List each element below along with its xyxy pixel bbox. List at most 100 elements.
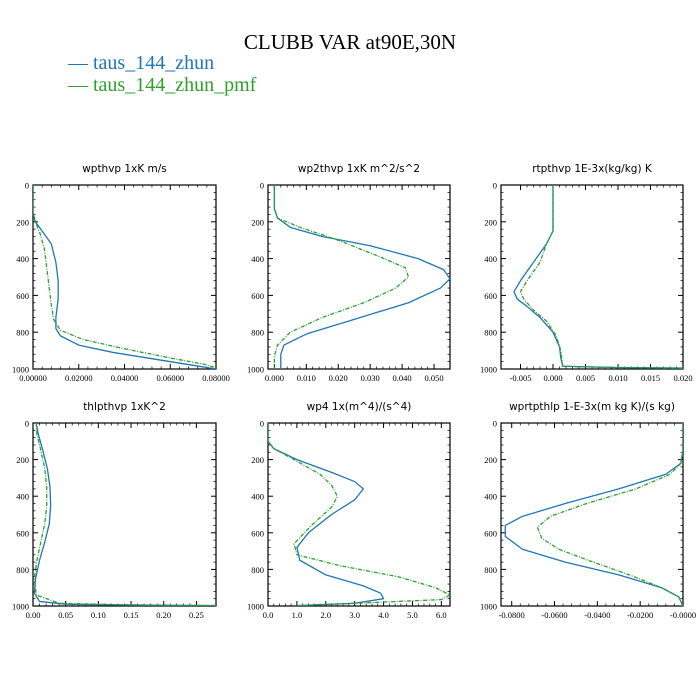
- x-tick-label: 0.00: [26, 610, 41, 620]
- y-tick-label: 400: [251, 254, 264, 264]
- panel-title: wp2thvp 1xK m^2/s^2: [298, 163, 420, 175]
- x-tick-label: 1.0: [292, 610, 303, 620]
- series-line-zhun-pmf: [536, 423, 683, 606]
- x-tick-label: -0.0600: [541, 610, 567, 620]
- page-title: CLUBB VAR at90E,30N: [243, 30, 457, 54]
- panel-title: wpthvp 1xK m/s: [82, 163, 167, 175]
- x-tick-label: -0.0400: [584, 610, 610, 620]
- legend-item-zhun-pmf: — taus_144_zhun_pmf: [68, 74, 256, 96]
- y-tick-label: 200: [16, 217, 29, 227]
- series-line-zhun: [268, 423, 385, 606]
- y-tick-label: 400: [16, 254, 29, 264]
- plot-frame: [267, 184, 451, 370]
- y-tick-label: 600: [251, 528, 264, 538]
- x-tick-label: 0.15: [124, 610, 139, 620]
- series-line-zhun: [33, 185, 216, 369]
- y-tick-label: 400: [16, 492, 29, 502]
- x-tick-label: 0.020: [329, 373, 348, 383]
- x-tick-label: 2.0: [320, 610, 331, 620]
- y-tick-label: 1000: [247, 365, 264, 375]
- plot-frame: [32, 184, 217, 370]
- x-tick-label: 0.005: [576, 373, 595, 383]
- chart-panel-2: wp2thvp 1xK m^2/s^2 0 200 400 600 800 10000.00…: [247, 163, 451, 383]
- y-tick-label: 600: [16, 528, 29, 538]
- y-tick-label: 600: [251, 291, 264, 301]
- panel-title: thlpthvp 1xK^2: [83, 401, 166, 413]
- x-tick-label: 0.10: [91, 610, 106, 620]
- y-tick-label: 200: [251, 455, 264, 465]
- y-tick-label: 1000: [247, 602, 264, 612]
- y-tick-label: 0: [260, 181, 264, 191]
- y-tick-label: 600: [484, 291, 497, 301]
- x-tick-label: -0.0000: [670, 610, 696, 620]
- plot-frame: [500, 184, 684, 370]
- series-line-zhun: [513, 185, 683, 369]
- x-tick-label: 0.000: [265, 373, 284, 383]
- x-tick-label: 0.05: [58, 610, 73, 620]
- x-tick-label: 0.015: [641, 373, 660, 383]
- y-tick-label: 200: [484, 217, 497, 227]
- y-tick-label: 400: [484, 254, 497, 264]
- y-tick-label: 800: [16, 565, 29, 575]
- y-tick-label: 800: [16, 328, 29, 338]
- y-tick-label: 800: [251, 328, 264, 338]
- y-tick-label: 1000: [12, 365, 29, 375]
- x-tick-label: 3.0: [349, 610, 360, 620]
- plot-frame: [500, 422, 684, 607]
- x-tick-label: 0.010: [608, 373, 627, 383]
- x-tick-label: 0.010: [297, 373, 316, 383]
- series-line-zhun-pmf: [33, 423, 216, 606]
- y-tick-label: 0: [260, 419, 264, 429]
- series-line-zhun-pmf: [519, 185, 683, 369]
- panel-title: wprtpthlp 1-E-3x(m kg K)/(s kg): [509, 401, 675, 413]
- series-line-zhun-pmf: [273, 185, 410, 369]
- y-tick-label: 800: [484, 565, 497, 575]
- series-line-zhun: [504, 423, 683, 606]
- y-tick-label: 0: [25, 181, 29, 191]
- x-tick-label: -0.0200: [627, 610, 653, 620]
- y-tick-label: 800: [251, 565, 264, 575]
- x-tick-label: 0.040: [393, 373, 412, 383]
- y-tick-label: 200: [251, 217, 264, 227]
- legend-swatch-zhun-pmf: —: [68, 74, 88, 96]
- legend-item-zhun: — taus_144_zhun: [68, 52, 256, 74]
- legend: — taus_144_zhun — taus_144_zhun_pmf: [68, 52, 256, 96]
- x-tick-label: 0.00000: [19, 373, 47, 383]
- plot-frame: [32, 422, 217, 607]
- panel-title: wp4 1x(m^4)/(s^4): [307, 401, 412, 413]
- x-tick-label: 4.0: [378, 610, 389, 620]
- y-tick-label: 0: [493, 419, 497, 429]
- y-tick-label: 200: [484, 455, 497, 465]
- legend-label-zhun: taus_144_zhun: [93, 52, 215, 74]
- x-tick-label: 0.000: [543, 373, 562, 383]
- x-tick-label: 0.050: [424, 373, 443, 383]
- y-tick-label: 1000: [480, 602, 497, 612]
- x-tick-label: 0.02000: [65, 373, 93, 383]
- x-tick-label: 5.0: [407, 610, 418, 620]
- x-tick-label: 0.020: [673, 373, 692, 383]
- y-tick-label: 200: [16, 455, 29, 465]
- x-tick-label: 0.030: [361, 373, 380, 383]
- y-tick-label: 400: [251, 492, 264, 502]
- y-tick-label: 400: [484, 492, 497, 502]
- y-tick-label: 0: [25, 419, 29, 429]
- x-tick-label: 0.08000: [202, 373, 230, 383]
- y-tick-label: 1000: [480, 365, 497, 375]
- x-tick-label: 0.0: [263, 610, 274, 620]
- legend-label-zhun-pmf: taus_144_zhun_pmf: [93, 74, 257, 96]
- plot-frame: [267, 422, 451, 607]
- x-tick-label: -0.0800: [499, 610, 525, 620]
- y-tick-label: 0: [493, 181, 497, 191]
- y-tick-label: 600: [484, 528, 497, 538]
- y-tick-label: 800: [484, 328, 497, 338]
- chart-panel-3: rtpthvp 1E-3x(kg/kg) K 0 200 400 600 800 1000 -…: [480, 163, 693, 383]
- y-tick-label: 600: [16, 291, 29, 301]
- series-line-zhun-pmf: [268, 423, 450, 606]
- panel-title: rtpthvp 1E-3x(kg/kg) K: [532, 163, 653, 175]
- x-tick-label: 0.25: [189, 610, 204, 620]
- x-tick-label: 6.0: [436, 610, 447, 620]
